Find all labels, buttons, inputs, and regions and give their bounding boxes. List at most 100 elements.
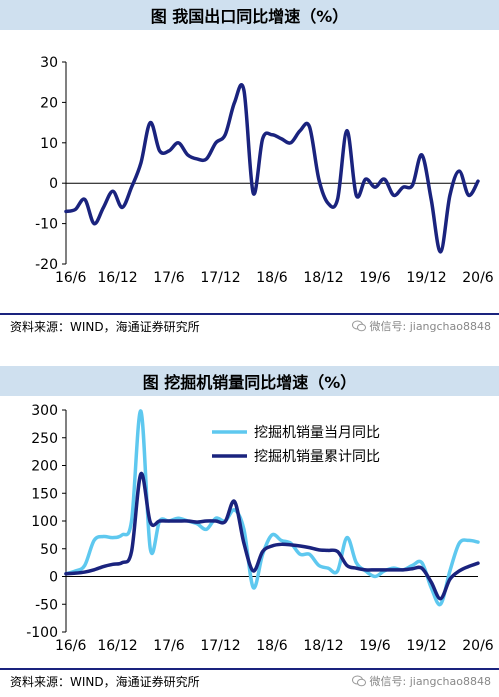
- data-point: [84, 571, 86, 573]
- data-point: [112, 563, 114, 565]
- legend-label: 挖掘机销量当月同比: [254, 425, 380, 441]
- data-point: [355, 562, 357, 564]
- chart1-source: 资料来源：WIND，海通证券研究所: [10, 320, 200, 334]
- data-point: [271, 134, 273, 136]
- data-point: [449, 570, 451, 572]
- x-tick-label: 18/6: [256, 270, 288, 286]
- chart2-title: 图 挖掘机销量同比增速（%）: [0, 366, 499, 396]
- data-point: [449, 578, 451, 580]
- data-point: [243, 529, 245, 531]
- y-tick-label: 150: [31, 486, 58, 502]
- data-point: [365, 569, 367, 571]
- data-point: [65, 211, 67, 213]
- y-tick-label: 100: [31, 514, 58, 530]
- data-point: [290, 544, 292, 546]
- data-point: [84, 199, 86, 201]
- data-point: [252, 193, 254, 195]
- data-point: [206, 520, 208, 522]
- data-point: [112, 190, 114, 192]
- data-point: [346, 537, 348, 539]
- data-point: [121, 207, 123, 209]
- x-tick-label: 16/12: [97, 270, 137, 286]
- data-point: [309, 547, 311, 549]
- data-point: [149, 521, 151, 523]
- data-point: [262, 138, 264, 140]
- data-point: [299, 545, 301, 547]
- y-tick-label: -10: [35, 217, 58, 233]
- data-point: [112, 537, 114, 539]
- data-point: [337, 570, 339, 572]
- data-point: [402, 186, 404, 188]
- data-point: [477, 562, 479, 564]
- data-point: [149, 122, 151, 124]
- data-point: [309, 554, 311, 556]
- data-point: [299, 554, 301, 556]
- data-point: [206, 158, 208, 160]
- x-tick-label: 17/12: [200, 270, 240, 286]
- data-point: [215, 517, 217, 519]
- data-point: [318, 549, 320, 551]
- data-point: [440, 251, 442, 253]
- y-tick-label: 0: [49, 176, 58, 192]
- y-tick-label: 0: [49, 570, 58, 586]
- data-point: [103, 536, 105, 538]
- data-point: [468, 540, 470, 542]
- x-tick-label: 20/6: [462, 270, 494, 286]
- data-point: [327, 550, 329, 552]
- data-point: [299, 130, 301, 132]
- x-tick-label: 16/12: [97, 638, 137, 654]
- wechat-icon: [351, 675, 366, 687]
- data-point: [243, 89, 245, 91]
- x-tick-label: 18/12: [303, 638, 343, 654]
- data-point: [215, 142, 217, 144]
- y-tick-label: 300: [31, 403, 58, 419]
- y-tick-label: -20: [35, 257, 58, 273]
- data-point: [412, 568, 414, 570]
- data-point: [421, 562, 423, 564]
- y-tick-label: 250: [31, 431, 58, 447]
- data-point: [65, 573, 67, 575]
- data-point: [449, 195, 451, 197]
- data-point: [327, 567, 329, 569]
- series-line-1: [64, 82, 480, 254]
- chart1-title: 图 我国出口同比增速（%）: [0, 0, 499, 30]
- data-point: [281, 540, 283, 542]
- legend-label: 挖掘机销量累计同比: [254, 449, 380, 465]
- x-tick-label: 17/6: [153, 270, 185, 286]
- x-tick-label: 19/6: [359, 270, 391, 286]
- data-point: [93, 223, 95, 225]
- data-point: [140, 410, 142, 412]
- data-point: [196, 158, 198, 160]
- data-point: [140, 473, 142, 475]
- data-point: [337, 199, 339, 201]
- data-point: [215, 520, 217, 522]
- data-point: [271, 534, 273, 536]
- data-point: [281, 544, 283, 546]
- chart1-title-text: 图 我国出口同比增速（%）: [150, 7, 349, 26]
- data-point: [93, 540, 95, 542]
- x-tick-label: 17/6: [153, 638, 185, 654]
- data-point: [440, 603, 442, 605]
- data-point: [121, 562, 123, 564]
- chart1-watermark-text: 微信号: jiangchao8848: [369, 320, 492, 333]
- x-tick-label: 18/6: [256, 638, 288, 654]
- data-point: [187, 154, 189, 156]
- data-point: [374, 186, 376, 188]
- y-tick-label: -50: [35, 597, 58, 613]
- y-tick-label: 20: [40, 95, 58, 111]
- data-point: [430, 199, 432, 201]
- data-point: [477, 541, 479, 543]
- y-tick-label: 200: [31, 459, 58, 475]
- data-point: [421, 154, 423, 156]
- chart2-watermark: 微信号: jiangchao8848: [351, 673, 491, 689]
- data-point: [281, 138, 283, 140]
- data-point: [374, 576, 376, 578]
- data-point: [252, 570, 254, 572]
- data-point: [140, 162, 142, 164]
- chart1-source-rule: [0, 313, 499, 315]
- data-point: [355, 195, 357, 197]
- data-point: [187, 520, 189, 522]
- chart2-source-rule: [0, 668, 499, 670]
- data-point: [178, 520, 180, 522]
